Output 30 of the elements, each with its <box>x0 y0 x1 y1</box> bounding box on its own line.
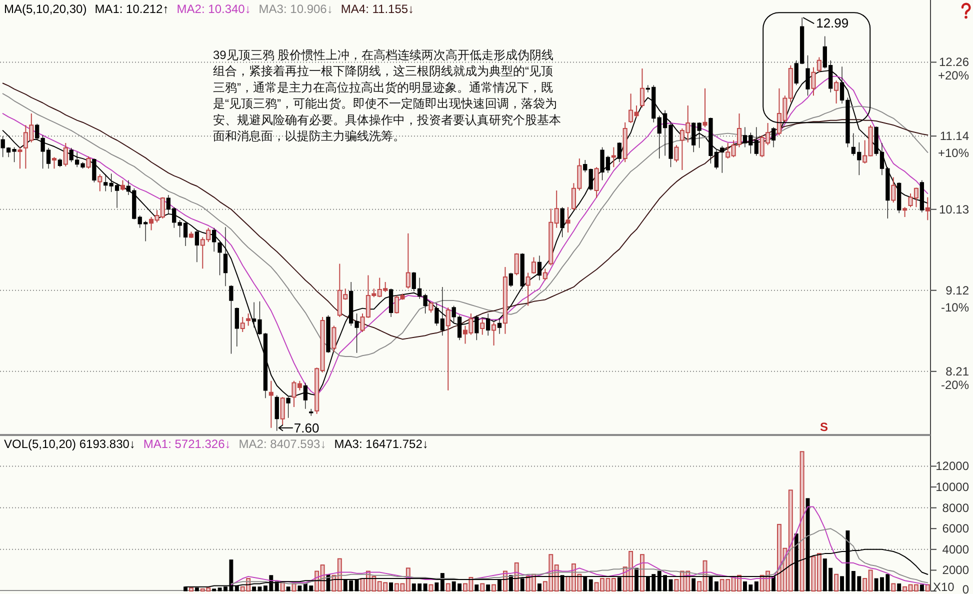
y-tick-label: 8000 <box>942 500 970 515</box>
y-tick-label: 12.26 <box>938 55 970 70</box>
y2-tick-label: -20% <box>940 378 970 392</box>
y-tick-label: 0 <box>962 582 970 594</box>
legend-title: MA(5,10,20,30) <box>4 2 87 16</box>
y-tick-label: 10.13 <box>938 202 970 216</box>
text: MA1: 10.212↑ <box>94 2 169 16</box>
y-tick-label: 12000 <box>936 459 970 474</box>
text: MA3: 16471.752↓ <box>334 437 428 451</box>
annotation: 7.60 <box>294 420 320 436</box>
y-tick-label: 6000 <box>942 522 970 536</box>
y-tick-label: 2000 <box>942 563 970 578</box>
y2-tick-label: +20% <box>938 68 970 83</box>
annotation: 12.99 <box>816 16 849 31</box>
annotation: S <box>820 420 828 434</box>
y-tick-label: 4000 <box>942 542 970 556</box>
text: MA2: 8407.593↓ <box>238 437 326 451</box>
text: MA3: 10.906↓ <box>258 2 333 16</box>
y-tick-label: 10000 <box>936 480 970 494</box>
text: MA1: 5721.326↓ <box>143 437 231 451</box>
y-tick-label: 9.12 <box>946 283 970 298</box>
legend-title: VOL(5,10,20) 6193.830↓ <box>4 437 136 451</box>
text: MA2: 10.340↓ <box>176 2 251 16</box>
y-tick-label: 8.21 <box>946 364 970 378</box>
y-tick-label: 11.14 <box>940 129 970 144</box>
y2-tick-label: +10% <box>938 146 970 160</box>
annotation: 39见顶三鸦 股价惯性上冲，在高档连续两次高开低走形成伪阴线组合，紧接着再拉一根下降阴线，这三根阴线就成为典型的“见顶三鸦”，通常是主力在高位拉高出货的明显迹象。通常情况下，既是“见顶三鸦”，可能出货。即使不一定随即出现快速回调，落袋为安、规避风险确有必要。具体操作中，投资者要认真研究个股基本面和消息面，以提防主力骗线洗筹。 <box>213 48 561 143</box>
text: MA4: 11.155↓ <box>340 2 414 16</box>
y2-tick-label: -10% <box>940 300 970 315</box>
y-axis-title: X10 <box>933 580 955 594</box>
